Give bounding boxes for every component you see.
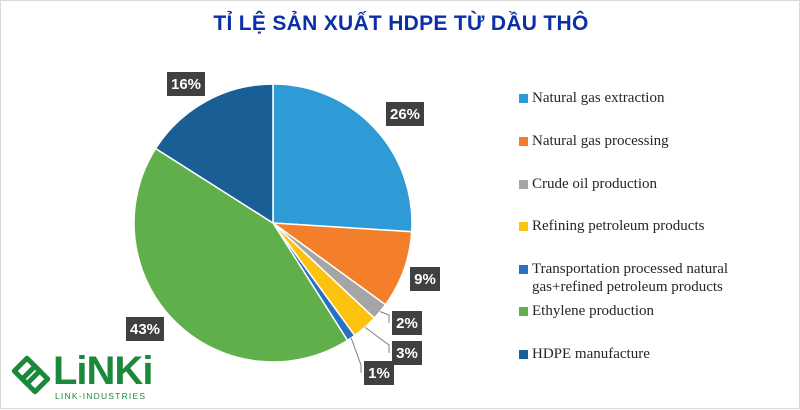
chart-title: TỈ LỆ SẢN XUẤT HDPE TỪ DẦU THÔ [213,12,589,35]
data-label-box [410,267,440,291]
legend-label: Refining petroleum products [532,217,704,235]
legend-item: HDPE manufacture [519,345,650,363]
data-label-text: 2% [396,315,418,332]
legend-swatch [519,307,528,316]
legend-label: Ethylene production [532,302,654,320]
logo-wordmark: LiNKi [53,349,153,393]
legend-label-line: Natural gas extraction [532,90,665,106]
legend-item: Natural gas processing [519,132,669,150]
legend-swatch [519,265,528,274]
legend-label: HDPE manufacture [532,345,650,363]
legend-label-line: gas+refined petroleum products [532,279,723,295]
data-label-box [364,361,394,385]
data-label: 26% [386,102,424,126]
data-label-text: 1% [368,365,390,382]
data-label-box [126,317,164,341]
data-label: 43% [126,317,164,341]
legend-label-line: HDPE manufacture [532,346,650,362]
legend-label-line: Natural gas processing [532,133,669,149]
data-label-box [392,311,422,335]
data-label-text: 43% [130,321,160,338]
data-label-text: 16% [171,76,201,93]
legend-item: Crude oil production [519,175,657,193]
legend-item: Refining petroleum products [519,217,704,235]
data-label: 2% [392,311,422,335]
legend-label-line: Refining petroleum products [532,218,705,234]
pie-slice-natural-gas-extraction [272,83,413,233]
legend-item: Ethylene production [519,302,654,320]
logo-tagline: LINK-INDUSTRIES [55,391,147,401]
pie-slice-ethylene-production [133,147,349,363]
linki-logo-icon [11,355,51,395]
legend-item: Natural gas extraction [519,89,664,107]
legend-item: Transportation processed natural gas+refi… [519,260,728,296]
data-label-text: 9% [414,271,436,288]
legend-label-line: Transportation processed natural [532,261,729,277]
data-label-box [167,72,205,96]
legend-label: Transportation processed natural gas+refi… [532,260,728,296]
legend-swatch [519,180,528,189]
legend-label-line: Crude oil production [532,176,657,192]
data-label-box [386,102,424,126]
data-label: 16% [167,72,205,96]
leader-line [350,337,362,373]
legend-label: Natural gas extraction [532,89,664,107]
leader-line [364,326,390,353]
legend-swatch [519,137,528,146]
brand-logo: LiNKi LINK-INDUSTRIES [11,349,171,405]
data-label-text: 26% [390,106,420,123]
data-label-text: 3% [396,345,418,362]
pie-slice-hdpe-manufacture [154,83,274,225]
legend-swatch [519,94,528,103]
leader-line [379,311,390,323]
legend-label-line: Ethylene production [532,303,655,319]
pie-slice-natural-gas-processing [270,222,413,306]
data-label: 3% [392,341,422,365]
legend-label: Natural gas processing [532,132,669,150]
legend-swatch [519,222,528,231]
legend-swatch [519,350,528,359]
data-label: 9% [410,267,440,291]
data-label: 1% [364,361,394,385]
data-label-box [392,341,422,365]
legend-label: Crude oil production [532,175,657,193]
